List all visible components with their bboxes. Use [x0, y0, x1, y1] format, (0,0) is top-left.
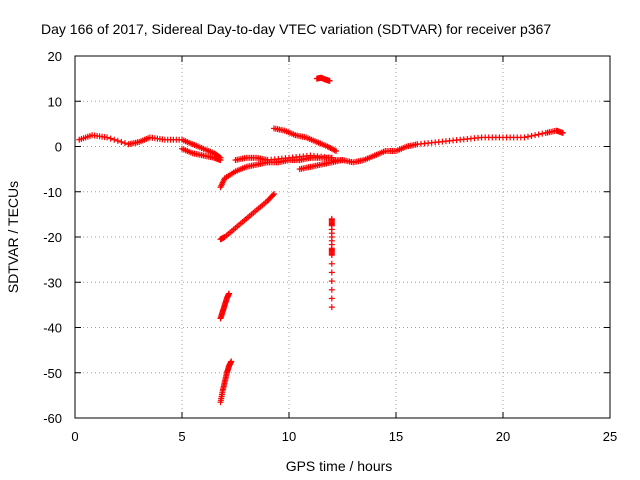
y-tick-label: -20 [43, 230, 62, 245]
data-point [328, 304, 335, 311]
y-tick-label: 20 [48, 49, 62, 64]
data-point-fill [328, 286, 335, 293]
series-isolated-points [328, 215, 335, 311]
data-point [226, 290, 233, 297]
data-point-fill [539, 130, 546, 137]
data-point-fill [328, 269, 335, 276]
data-point-fill [118, 138, 125, 145]
data-points [76, 74, 566, 406]
x-tick-label: 0 [71, 429, 78, 444]
data-point-fill [269, 192, 276, 199]
data-point-fill [107, 135, 114, 142]
data-point [271, 191, 278, 198]
chart-title: Day 166 of 2017, Sidereal Day-to-day VTE… [41, 21, 551, 37]
y-tick-label: -30 [43, 275, 62, 290]
series-steep-descent-track [217, 191, 278, 243]
data-point [217, 157, 224, 164]
y-tick-label: 0 [55, 140, 62, 155]
series-evening-dip [179, 145, 224, 164]
data-point-fill [111, 136, 118, 143]
plot-frame [74, 55, 611, 419]
x-tick-label: 20 [496, 429, 510, 444]
data-point [521, 134, 528, 141]
series-night-band [328, 127, 566, 166]
x-tick-label: 15 [389, 429, 403, 444]
data-point-fill [524, 133, 531, 140]
y-axis-label: SDTVAR / TECUs [5, 181, 21, 293]
data-point-fill [328, 278, 335, 285]
data-point-fill [528, 132, 535, 139]
grid [75, 56, 610, 418]
series-high-segment [313, 74, 333, 84]
axis-ticks: 0 5 10 15 20 25 -60 -50 -40 -30 -20 -10 0 10 20 [43, 49, 617, 444]
data-point-fill [114, 137, 121, 144]
data-point [326, 77, 333, 84]
data-point [104, 134, 111, 141]
y-tick-label: -40 [43, 321, 62, 336]
x-tick-label: 5 [178, 429, 185, 444]
series-deep-segment-1 [217, 290, 233, 322]
y-tick-label: 10 [48, 94, 62, 109]
series-recovery-track-2 [232, 152, 335, 164]
y-tick-label: -60 [43, 411, 62, 426]
x-tick-label: 25 [603, 429, 617, 444]
series-daytime-band [76, 132, 224, 161]
data-point-fill [328, 260, 335, 267]
x-axis-label: GPS time / hours [286, 458, 393, 474]
data-point-fill [328, 295, 335, 302]
data-point-fill [535, 131, 542, 138]
data-point-fill [121, 140, 128, 147]
x-tick-label: 10 [282, 429, 296, 444]
y-tick-label: -50 [43, 366, 62, 381]
data-point [339, 157, 346, 164]
series-deep-segment-2 [217, 358, 235, 406]
data-point [333, 148, 340, 155]
data-point [328, 252, 335, 259]
data-point [559, 129, 566, 136]
data-point [228, 358, 235, 365]
data-point-fill [532, 132, 539, 139]
series-midnight-descending-track [271, 125, 340, 155]
y-tick-label: -10 [43, 185, 62, 200]
series-secondary-evening-track [296, 157, 346, 173]
